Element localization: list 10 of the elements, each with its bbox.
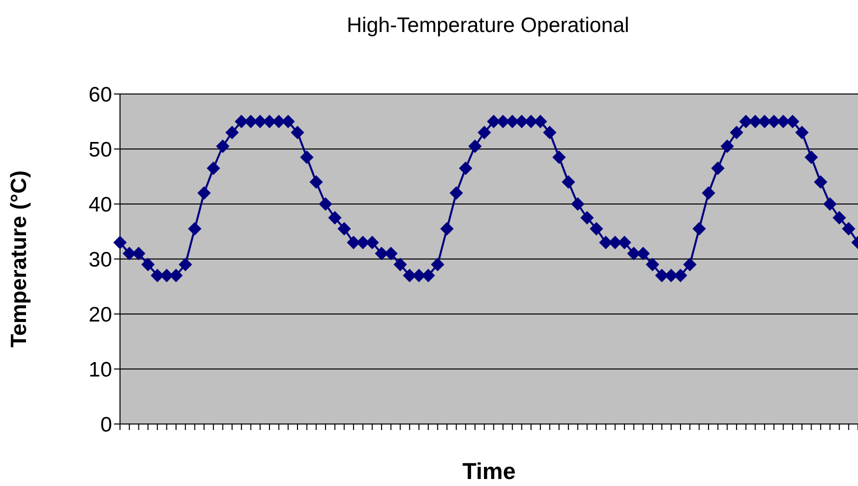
y-tick-label: 0 bbox=[100, 413, 112, 436]
y-tick-label: 30 bbox=[88, 248, 112, 272]
y-axis-title: Temperature (°C) bbox=[6, 170, 31, 348]
chart-title: High-Temperature Operational bbox=[346, 14, 630, 38]
x-axis-title: Time bbox=[462, 458, 516, 484]
y-tick-label: 40 bbox=[88, 193, 112, 216]
y-tick-label: 10 bbox=[88, 358, 112, 382]
y-tick-label: 20 bbox=[88, 303, 112, 326]
y-tick-label: 60 bbox=[88, 83, 112, 106]
y-tick-label: 50 bbox=[88, 138, 112, 162]
